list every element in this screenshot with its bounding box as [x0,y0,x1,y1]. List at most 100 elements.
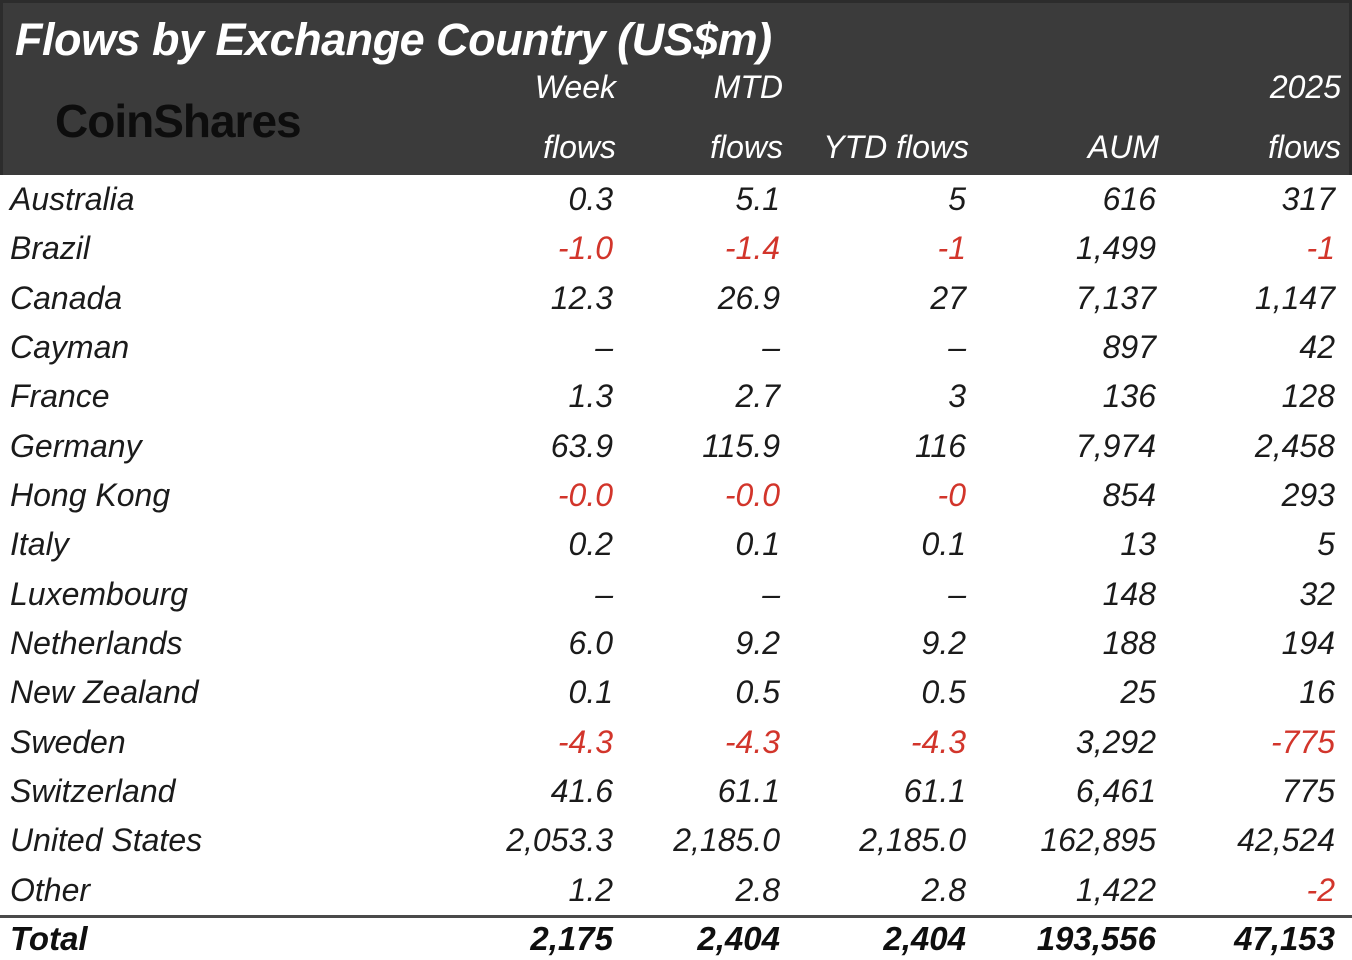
week-flows-value: -0.0 [557,477,613,514]
column-header-line2: flows [710,129,783,165]
table-row: Australia 0.3 5.1 5 616 317 [0,175,1352,224]
table-row: Hong Kong -0.0 -0.0 -0 854 293 [0,471,1352,520]
aum-value: 1,499 [1075,230,1156,267]
2025-flows-value: 293 [1281,477,1335,514]
coinshares-logo: CoinShares [55,95,302,147]
total-separator-line [0,915,1352,918]
2025-flows-value: 32 [1299,575,1335,612]
aum-value: 854 [1102,477,1156,514]
mtd-flows-value: 0.1 [735,526,780,563]
country-label: Italy [10,526,69,563]
total-2025-flows: 47,153 [1234,920,1335,957]
column-header-line2: flows [543,129,616,165]
2025-flows-value: 775 [1281,773,1335,810]
ytd-flows-value: 5 [948,181,966,218]
2025-flows-value: 42 [1299,329,1335,366]
column-header-mtd-flows: MTD flows [618,67,785,175]
table-row: Brazil -1.0 -1.4 -1 1,499 -1 [0,224,1352,273]
2025-flows-value: 317 [1281,181,1335,218]
table-body: Australia 0.3 5.1 5 616 317 Brazil -1.0 … [0,175,1352,915]
2025-flows-value: 42,524 [1237,822,1335,859]
country-label: France [10,378,110,415]
total-week-flows: 2,175 [530,920,613,957]
week-flows-value: 6.0 [568,625,613,662]
table-row: Luxembourg – – – 148 32 [0,570,1352,619]
aum-value: 13 [1120,526,1156,563]
mtd-flows-value: 5.1 [735,181,780,218]
column-header-line1: 2025 [1269,69,1341,105]
column-header-aum: AUM [971,67,1161,175]
logo-cell: CoinShares [3,67,443,175]
column-header-line2: AUM [1087,129,1159,165]
country-label: Hong Kong [10,477,171,514]
country-label: Netherlands [10,625,183,662]
page-title: Flows by Exchange Country (US$m) [15,14,772,65]
country-label: Switzerland [10,773,176,810]
table-row: Other 1.2 2.8 2.8 1,422 -2 [0,866,1352,915]
mtd-flows-value: 26.9 [717,279,780,316]
ytd-flows-value: 27 [930,279,966,316]
column-header-line2: YTD flows [823,129,969,165]
week-flows-value: -4.3 [557,723,613,760]
column-header-line1: Week [534,69,616,105]
ytd-flows-value: 61.1 [903,773,966,810]
column-header-2025-flows: 2025 flows [1161,67,1352,175]
week-flows-value: 0.1 [568,674,613,711]
country-label: Germany [10,427,142,464]
total-mtd-flows: 2,404 [697,920,780,957]
aum-value: 616 [1102,181,1156,218]
mtd-flows-value: 0.5 [735,674,780,711]
aum-value: 6,461 [1075,773,1156,810]
mtd-flows-value: – [762,575,780,612]
ytd-flows-value: 0.5 [921,674,966,711]
table-row: United States 2,053.3 2,185.0 2,185.0 16… [0,816,1352,865]
ytd-flows-value: – [948,575,966,612]
table-header: Flows by Exchange Country (US$m) CoinSha… [0,0,1352,175]
total-label: Total [10,920,88,957]
week-flows-value: 0.3 [568,181,613,218]
week-flows-value: 12.3 [550,279,613,316]
week-flows-value: 0.2 [568,526,613,563]
table-row: New Zealand 0.1 0.5 0.5 25 16 [0,668,1352,717]
table-row: Cayman – – – 897 42 [0,323,1352,372]
2025-flows-value: 194 [1281,625,1335,662]
aum-value: 897 [1102,329,1156,366]
2025-flows-value: 5 [1317,526,1335,563]
mtd-flows-value: -4.3 [724,723,780,760]
week-flows-value: -1.0 [557,230,613,267]
aum-value: 3,292 [1075,723,1156,760]
aum-value: 188 [1102,625,1156,662]
2025-flows-value: 128 [1281,378,1335,415]
2025-flows-value: -775 [1270,723,1335,760]
table-row: Italy 0.2 0.1 0.1 13 5 [0,520,1352,569]
column-header-line1: MTD [713,69,783,105]
week-flows-value: 2,053.3 [506,822,613,859]
week-flows-value: 41.6 [550,773,613,810]
week-flows-value: 63.9 [550,427,613,464]
ytd-flows-value: 0.1 [921,526,966,563]
table-row: Germany 63.9 115.9 116 7,974 2,458 [0,422,1352,471]
table-row: Sweden -4.3 -4.3 -4.3 3,292 -775 [0,718,1352,767]
country-label: Sweden [10,723,126,760]
week-flows-value: 1.3 [568,378,613,415]
mtd-flows-value: 61.1 [717,773,780,810]
table-row: Canada 12.3 26.9 27 7,137 1,147 [0,274,1352,323]
table-row: Netherlands 6.0 9.2 9.2 188 194 [0,619,1352,668]
2025-flows-value: 16 [1299,674,1335,711]
mtd-flows-value: -0.0 [724,477,780,514]
ytd-flows-value: 116 [914,427,966,464]
table-row: Switzerland 41.6 61.1 61.1 6,461 775 [0,767,1352,816]
column-header-row: CoinShares Week flows MTD flows YTD flow… [3,67,1349,175]
total-aum: 193,556 [1036,920,1156,957]
mtd-flows-value: 2.8 [735,871,780,908]
week-flows-value: – [595,329,613,366]
aum-value: 25 [1120,674,1156,711]
country-label: Cayman [10,329,130,366]
ytd-flows-value: 2,185.0 [859,822,966,859]
aum-value: 136 [1102,378,1156,415]
mtd-flows-value: -1.4 [724,230,780,267]
2025-flows-value: -1 [1306,230,1335,267]
column-header-line2: flows [1268,129,1341,165]
mtd-flows-value: – [762,329,780,366]
